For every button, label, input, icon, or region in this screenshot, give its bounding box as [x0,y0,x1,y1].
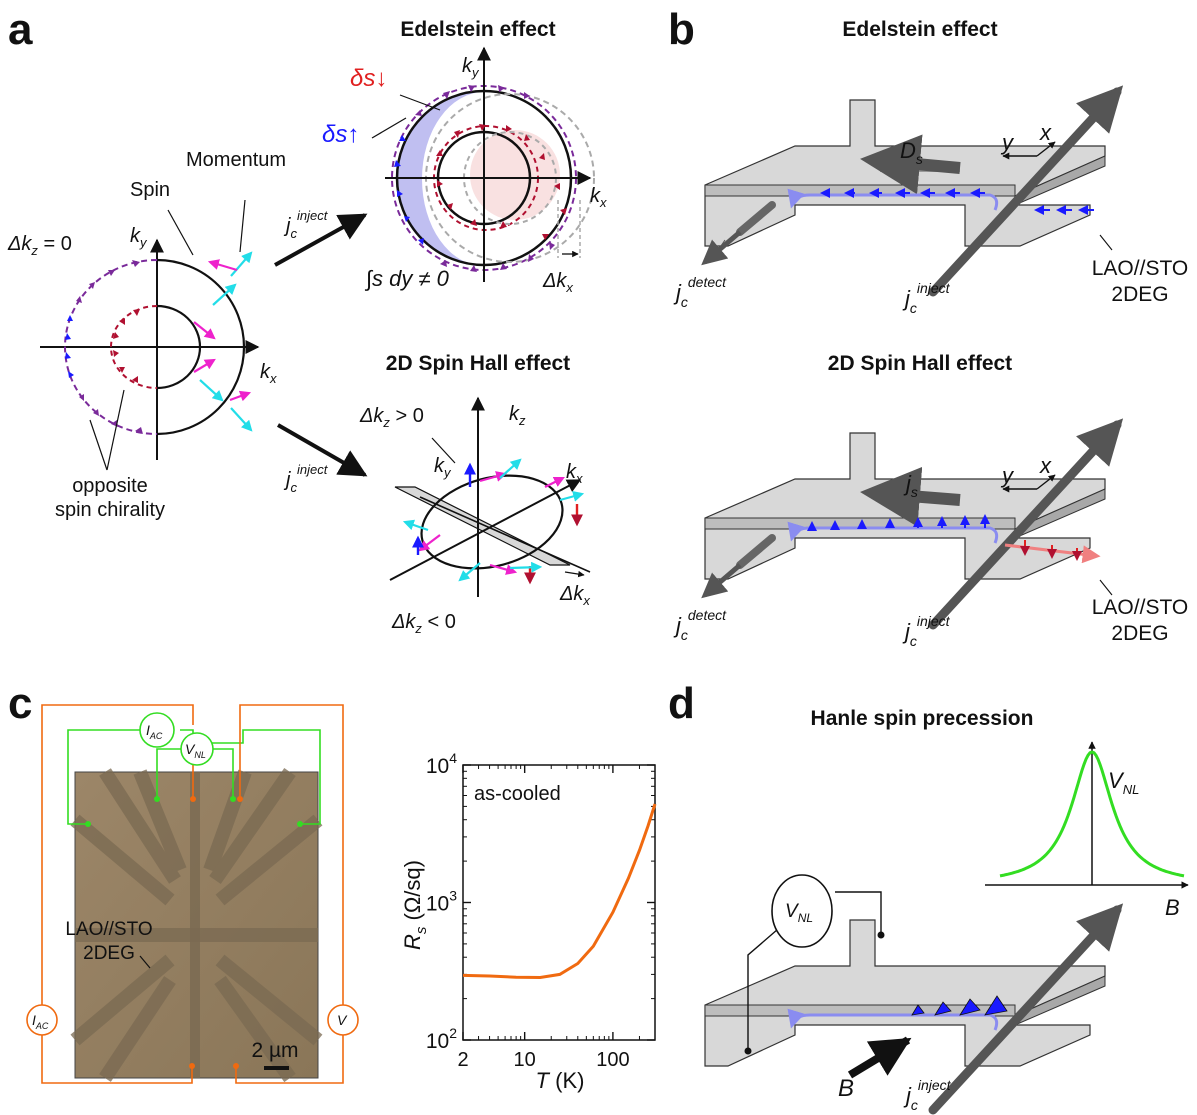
label-kx-edelstein: kx [590,185,607,210]
panel-a: a [7,5,607,636]
x-tick-label: 2 [457,1049,468,1071]
label-momentum: Momentum [186,149,286,171]
y-tick-label: 102 [426,1025,457,1053]
label-jc-inject-d: jcinject [903,1077,952,1113]
device-micrograph: LAO//STO 2DEG 2 µm [65,768,323,1083]
axis-x-bottom: x [1039,453,1052,478]
scale-bar-label: 2 µm [251,1039,298,1062]
micrograph-material-1: LAO//STO [65,919,152,940]
panel-d: d Hanle spin precession VNL B [668,679,1189,1115]
label-integral: ∫s dy ≠ 0 [364,266,450,291]
axis-y-bottom: y [1000,463,1015,488]
panel-d-letter: d [668,679,695,728]
material-bottom-1: LAO//STO [1092,596,1188,619]
material-top-2: 2DEG [1111,283,1168,306]
label-dkx-edelstein: Δkx [542,270,573,295]
material-top-1: LAO//STO [1092,257,1188,280]
x-tick-label: 100 [596,1049,629,1071]
svg-text:V: V [337,1012,348,1028]
arrow-to-spinhall [277,423,368,477]
label-jc-detect-top: jcdetect [673,274,727,310]
v-meter-right: V [327,1004,359,1036]
label-jc-detect-bottom: jcdetect [673,607,727,643]
label-ds: Ds [900,138,923,167]
arrow-to-edelstein [274,213,368,267]
label-jc-inject-a1: jcinject [283,208,329,241]
title-spinhall-a: 2D Spin Hall effect [386,352,570,375]
chart-ticks: 2 10 100 102 103 104 [426,750,656,1071]
label-dkx-spinhall: Δkx [559,583,590,608]
vnl-meter: VNL [180,732,214,766]
device-edelstein: y x Ds jcdetect jcinject LAO//STO 2DEG [673,85,1188,316]
axis-y-top: y [1000,130,1015,155]
material-bottom-2: 2DEG [1111,622,1168,645]
hanle-series-line [999,750,1185,878]
hanle-curve-chart: VNL B [985,741,1189,920]
hanle-vnl-label: VNL [1108,768,1139,797]
label-ky-spinhall: ky [434,455,452,480]
label-opposite: opposite [72,475,148,497]
title-hanle: Hanle spin precession [811,707,1034,730]
iac-source-left: IAC [26,1004,58,1036]
label-ds-down: δs↓ [350,65,387,92]
panel-b: b Edelstein effect 2D Spin Hall effect [668,5,1188,649]
spinhall-contour: 2D Spin Hall effect kz ky kx Δkz > 0 [359,352,590,636]
svg-text:IAC: IAC [146,722,163,741]
device-b-label: B [838,1075,854,1102]
x-axis-label: T (K) [536,1068,585,1093]
panel-c: c LAO//STO 2DEG 2 µm [8,679,657,1093]
label-kx-left: kx [260,361,277,386]
rs-vs-t-chart: 2 10 100 102 103 104 as-cooled T (K) Rs (Ω/sq… [400,750,657,1093]
title-spinhall-b: 2D Spin Hall effect [828,352,1012,375]
label-jc-inject-top: jcinject [902,280,951,316]
panel-c-letter: c [8,679,32,728]
label-kx-spinhall: kx [566,461,583,486]
panel-a-letter: a [8,5,33,54]
label-ky-edelstein: ky [462,55,480,80]
label-spin-chirality: spin chirality [55,499,165,521]
panel-b-letter: b [668,5,695,54]
device-hanle: VNL B jcinject [704,874,1124,1115]
edelstein-contour: Edelstein effect [322,18,607,295]
micrograph-material-2: 2DEG [83,943,135,964]
label-jc-inject-bottom: jcinject [902,613,951,649]
label-ky-left: ky [130,225,148,250]
contact-dots [85,796,303,1069]
label-dkz-zero: Δkz = 0 [7,233,72,258]
y-tick-label: 104 [426,750,457,778]
label-jc-inject-a2: jcinject [283,462,329,495]
label-dkz-gt: Δkz > 0 [359,405,424,430]
device-spinhall: y x js jcdetect jcinject LAO//STO 2DEG [673,418,1188,649]
title-edelstein-a: Edelstein effect [400,18,555,41]
y-axis-label: Rs (Ω/sq) [400,860,430,950]
chart-annotation: as-cooled [474,783,561,805]
label-spin: Spin [130,179,170,201]
y-tick-label: 103 [426,888,457,916]
svg-text:IAC: IAC [32,1012,49,1031]
label-dkz-lt: Δkz < 0 [391,611,456,636]
x-tick-label: 10 [514,1049,536,1071]
device-vnl-label: VNL [785,901,813,925]
rs-series-line [462,803,657,980]
fermi-contour-left: Spin Momentum Δkz = 0 ky kx opposite spi… [7,149,286,521]
hanle-b-label: B [1165,895,1180,920]
title-edelstein-b: Edelstein effect [842,18,997,41]
label-ds-up: δs↑ [322,121,359,148]
plot-frame [462,764,656,1041]
label-js: js [903,471,918,500]
axis-x-top: x [1039,120,1052,145]
svg-text:VNL: VNL [185,741,206,760]
iac-source-top: IAC [139,712,175,748]
label-kz: kz [509,403,526,428]
